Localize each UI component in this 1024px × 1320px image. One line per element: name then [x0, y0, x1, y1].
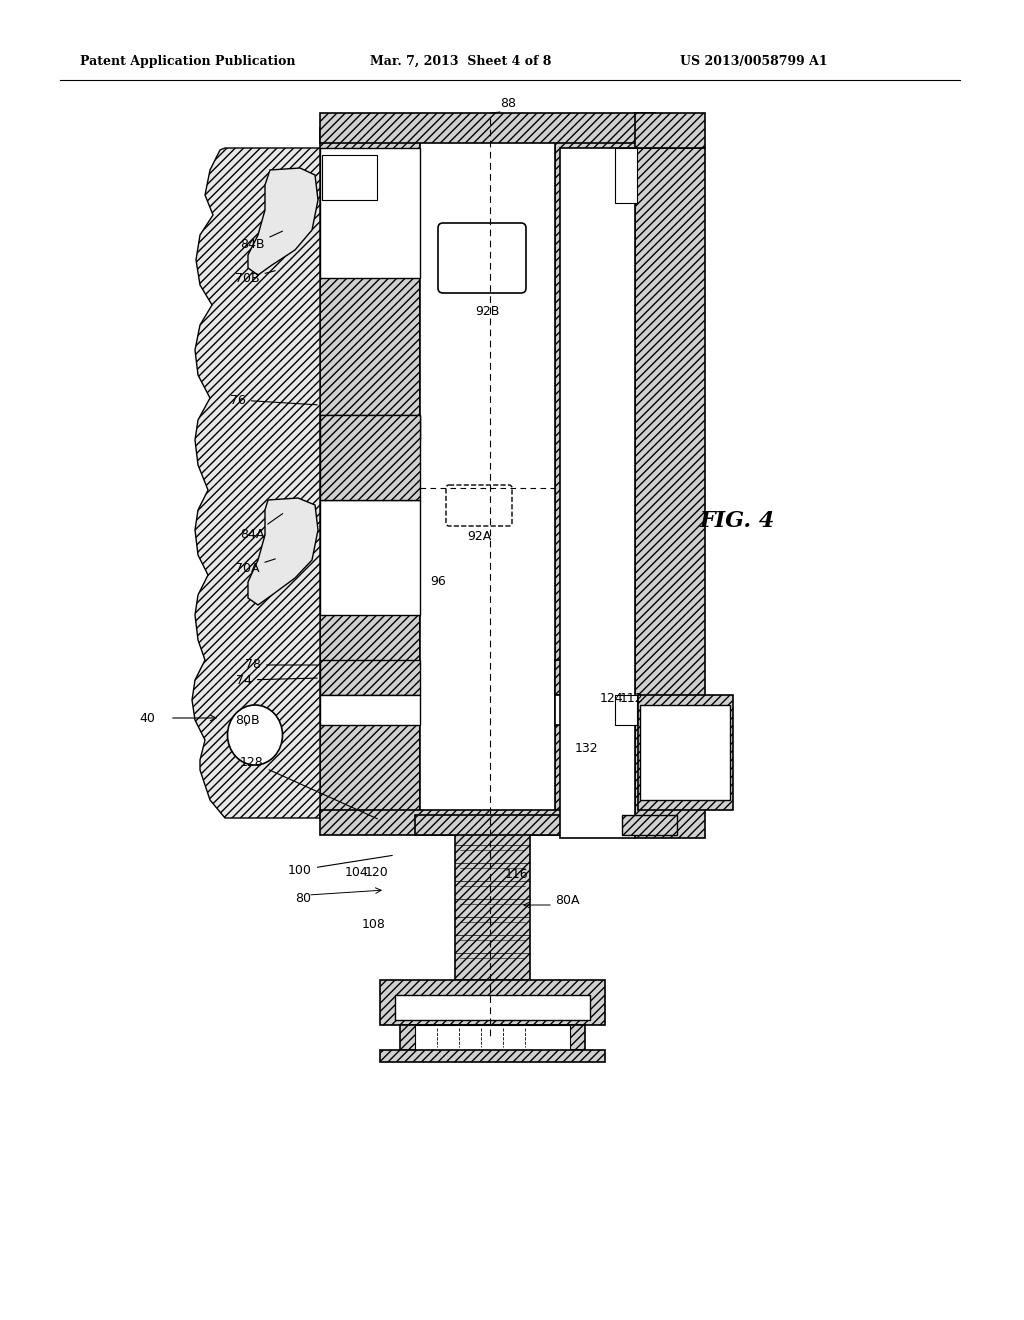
Bar	[622, 814, 677, 836]
FancyBboxPatch shape	[446, 484, 512, 525]
Bar	[455, 825, 530, 979]
Text: 78: 78	[245, 659, 317, 672]
Text: 84B: 84B	[240, 231, 283, 252]
Bar	[319, 500, 420, 615]
Bar	[380, 979, 605, 1026]
Bar	[635, 148, 705, 838]
Text: 40: 40	[139, 711, 155, 725]
Polygon shape	[248, 498, 318, 605]
Bar	[555, 660, 655, 696]
Text: 116: 116	[505, 869, 528, 882]
Polygon shape	[248, 168, 318, 275]
Bar	[319, 810, 655, 836]
Bar	[319, 660, 420, 696]
Bar	[420, 128, 555, 818]
Text: 70A: 70A	[234, 558, 275, 574]
Bar	[319, 148, 420, 279]
Text: FIG. 4: FIG. 4	[700, 510, 775, 532]
Bar	[380, 1049, 605, 1063]
Bar	[640, 705, 730, 800]
Text: 88: 88	[500, 96, 516, 110]
Bar	[322, 154, 377, 201]
Bar	[638, 696, 733, 810]
Text: 120: 120	[365, 866, 389, 879]
Text: 80A: 80A	[555, 894, 580, 907]
Polygon shape	[193, 148, 319, 818]
Bar	[319, 696, 420, 725]
Text: 76: 76	[230, 393, 317, 407]
Text: 108: 108	[362, 919, 386, 932]
Bar	[415, 814, 570, 836]
Bar	[555, 128, 655, 818]
Bar	[560, 148, 635, 838]
Bar	[319, 414, 420, 440]
Bar	[415, 1026, 570, 1049]
Bar	[319, 414, 420, 500]
FancyBboxPatch shape	[438, 223, 526, 293]
Text: Mar. 7, 2013  Sheet 4 of 8: Mar. 7, 2013 Sheet 4 of 8	[370, 55, 551, 69]
Bar	[615, 696, 637, 725]
Text: 128: 128	[240, 755, 378, 818]
Text: 74: 74	[236, 673, 317, 686]
Text: 100: 100	[288, 855, 392, 876]
Bar	[400, 1026, 585, 1049]
Bar	[319, 114, 655, 143]
Bar	[615, 148, 637, 203]
Text: 112: 112	[620, 692, 644, 705]
Ellipse shape	[227, 705, 283, 766]
Text: 104: 104	[345, 866, 369, 879]
Text: 96: 96	[430, 576, 445, 587]
Text: Patent Application Publication: Patent Application Publication	[80, 55, 296, 69]
Bar	[555, 696, 655, 725]
Bar	[395, 995, 590, 1020]
Text: 132: 132	[575, 742, 599, 755]
Bar	[635, 114, 705, 148]
Text: 80: 80	[295, 891, 311, 904]
Text: 124: 124	[600, 692, 624, 705]
Text: 84A: 84A	[240, 513, 283, 541]
Text: US 2013/0058799 A1: US 2013/0058799 A1	[680, 55, 827, 69]
Text: 92B: 92B	[475, 305, 499, 318]
Text: 92A: 92A	[467, 531, 492, 543]
Text: 70B: 70B	[234, 271, 275, 285]
Bar	[319, 128, 420, 818]
Text: 80B: 80B	[234, 714, 260, 726]
